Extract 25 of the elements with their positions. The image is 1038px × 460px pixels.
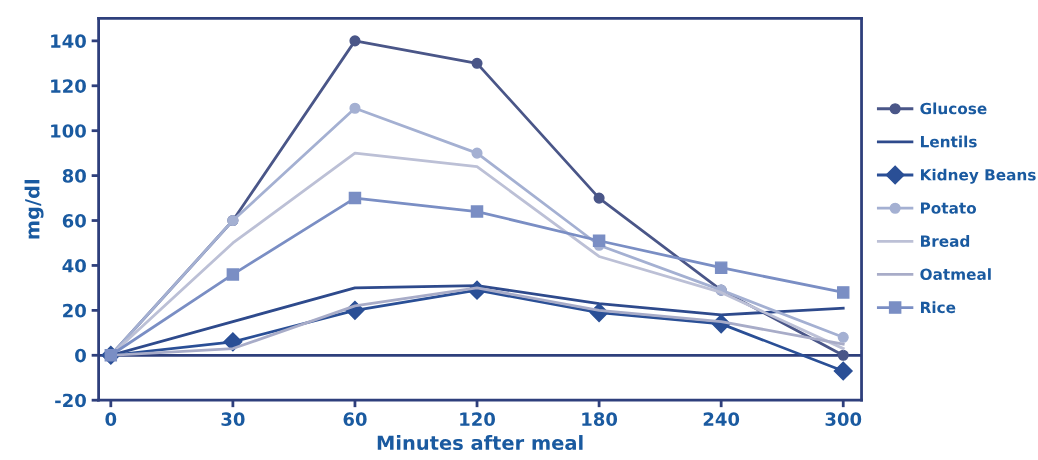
x-tick-label: 300 (825, 412, 862, 426)
legend-label: Bread (920, 235, 970, 247)
legend-label: Lentils (920, 135, 977, 148)
y-tick-label: 140 (51, 34, 86, 48)
x-tick-label: 240 (703, 412, 740, 426)
y-tick-label: 40 (62, 258, 86, 273)
y-axis-title: mg/dl (24, 180, 44, 239)
x-axis-title: Minutes after meal (377, 435, 583, 451)
y-tick-label: 60 (62, 213, 86, 228)
x-tick-label: 30 (221, 412, 245, 426)
x-tick-label: 60 (343, 412, 367, 426)
x-tick-label: 0 (105, 412, 117, 426)
legend-label: Kidney Beans (920, 168, 1036, 184)
y-tick-label: 80 (62, 169, 86, 183)
y-tick-label: 20 (63, 303, 86, 318)
x-tick-label: 180 (582, 412, 618, 426)
y-tick-label: 100 (51, 124, 86, 138)
y-tick-label: 120 (51, 79, 86, 93)
legend-label: Oatmeal (920, 268, 991, 281)
legend-label: Potato (920, 202, 977, 214)
legend-label: Rice (920, 301, 956, 314)
y-tick-label: -20 (55, 393, 86, 408)
legend-label: Glucose (920, 102, 987, 115)
x-tick-label: 120 (460, 412, 495, 426)
y-tick-label: 0 (75, 348, 86, 363)
